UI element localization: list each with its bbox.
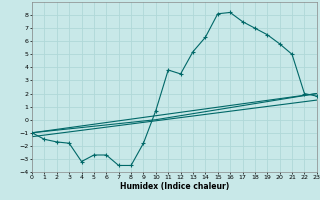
X-axis label: Humidex (Indice chaleur): Humidex (Indice chaleur)	[120, 182, 229, 191]
